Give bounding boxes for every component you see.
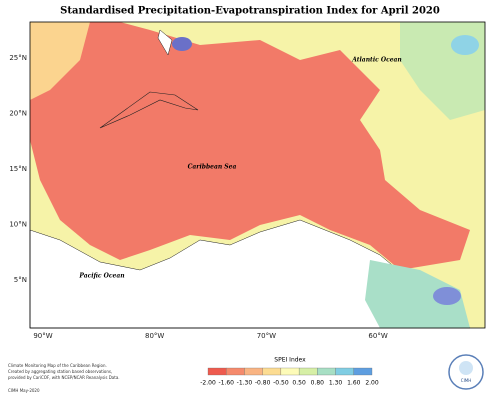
island-outline bbox=[99, 91, 199, 129]
drought-region bbox=[30, 22, 470, 270]
latitude-label: 10°N bbox=[9, 221, 27, 229]
ocean-label: Atlantic Ocean bbox=[351, 57, 402, 64]
longitude-label: 80°W bbox=[145, 332, 164, 340]
wet-region bbox=[451, 35, 479, 55]
wet-region bbox=[365, 260, 470, 328]
logo-text: CIMH bbox=[461, 378, 471, 383]
footer-line: provided by CariCOF, with NCEP/NCAR Rean… bbox=[8, 375, 120, 380]
legend-tick-label: 1.60 bbox=[347, 380, 361, 387]
longitude-label: 60°W bbox=[368, 332, 387, 340]
legend-tick-label: -0.80 bbox=[255, 380, 271, 387]
legend-swatch bbox=[280, 367, 300, 376]
footer-credit: CIMH May-2020 bbox=[8, 388, 40, 393]
latitude-label: 15°N bbox=[9, 165, 27, 173]
legend-tick-label: 0.80 bbox=[311, 380, 325, 387]
latitude-labels: 25°N 20°N 15°N 10°N 5°N bbox=[9, 54, 27, 284]
longitude-label: 90°W bbox=[33, 332, 52, 340]
legend-tick-label: 0.50 bbox=[292, 380, 306, 387]
legend-swatch bbox=[353, 367, 373, 376]
legend-swatch bbox=[226, 367, 245, 376]
land bbox=[157, 29, 173, 56]
legend-tick-label: 1.30 bbox=[329, 380, 343, 387]
longitude-labels: 90°W 80°W 70°W 60°W bbox=[33, 332, 388, 340]
footer-line: Climate Monitoring Map of the Caribbean … bbox=[8, 363, 107, 368]
logo: CIMH bbox=[448, 354, 484, 390]
legend-title: SPEI Index bbox=[274, 357, 306, 364]
map-frame bbox=[29, 21, 486, 329]
legend-swatch bbox=[262, 367, 282, 376]
dry-region bbox=[30, 22, 90, 100]
legend-swatch bbox=[207, 367, 227, 376]
legend-swatch bbox=[335, 367, 354, 376]
legend-swatch bbox=[298, 367, 318, 376]
ocean-label: Pacific Ocean bbox=[78, 273, 124, 280]
ocean-label: Caribbean Sea bbox=[188, 164, 237, 171]
legend-tick-label: -1.60 bbox=[218, 380, 234, 387]
latitude-label: 5°N bbox=[14, 276, 27, 284]
map-area: Atlantic Ocean Caribbean Sea Pacific Oce… bbox=[29, 21, 486, 329]
logo-globe bbox=[459, 361, 473, 375]
legend-tick-label: -2.00 bbox=[200, 380, 216, 387]
legend-tick-label: -1.30 bbox=[237, 380, 253, 387]
footer-line: Created by aggregating station based obs… bbox=[8, 369, 112, 374]
legend-tick-label: 2.00 bbox=[365, 380, 379, 387]
latitude-label: 20°N bbox=[9, 110, 27, 118]
legend: -2.00 -1.60 -1.30 -0.80 -0.50 0.50 0.80 1.30 1.6… bbox=[200, 367, 379, 387]
legend-swatch bbox=[244, 367, 263, 376]
longitude-label: 70°W bbox=[257, 332, 276, 340]
latitude-label: 25°N bbox=[9, 54, 27, 62]
legend-tick-label: -0.50 bbox=[273, 380, 289, 387]
legend-swatch bbox=[317, 367, 336, 376]
wet-region bbox=[172, 37, 192, 51]
map-title: Standardised Precipitation-Evapotranspir… bbox=[60, 6, 440, 17]
wet-region bbox=[433, 287, 461, 305]
